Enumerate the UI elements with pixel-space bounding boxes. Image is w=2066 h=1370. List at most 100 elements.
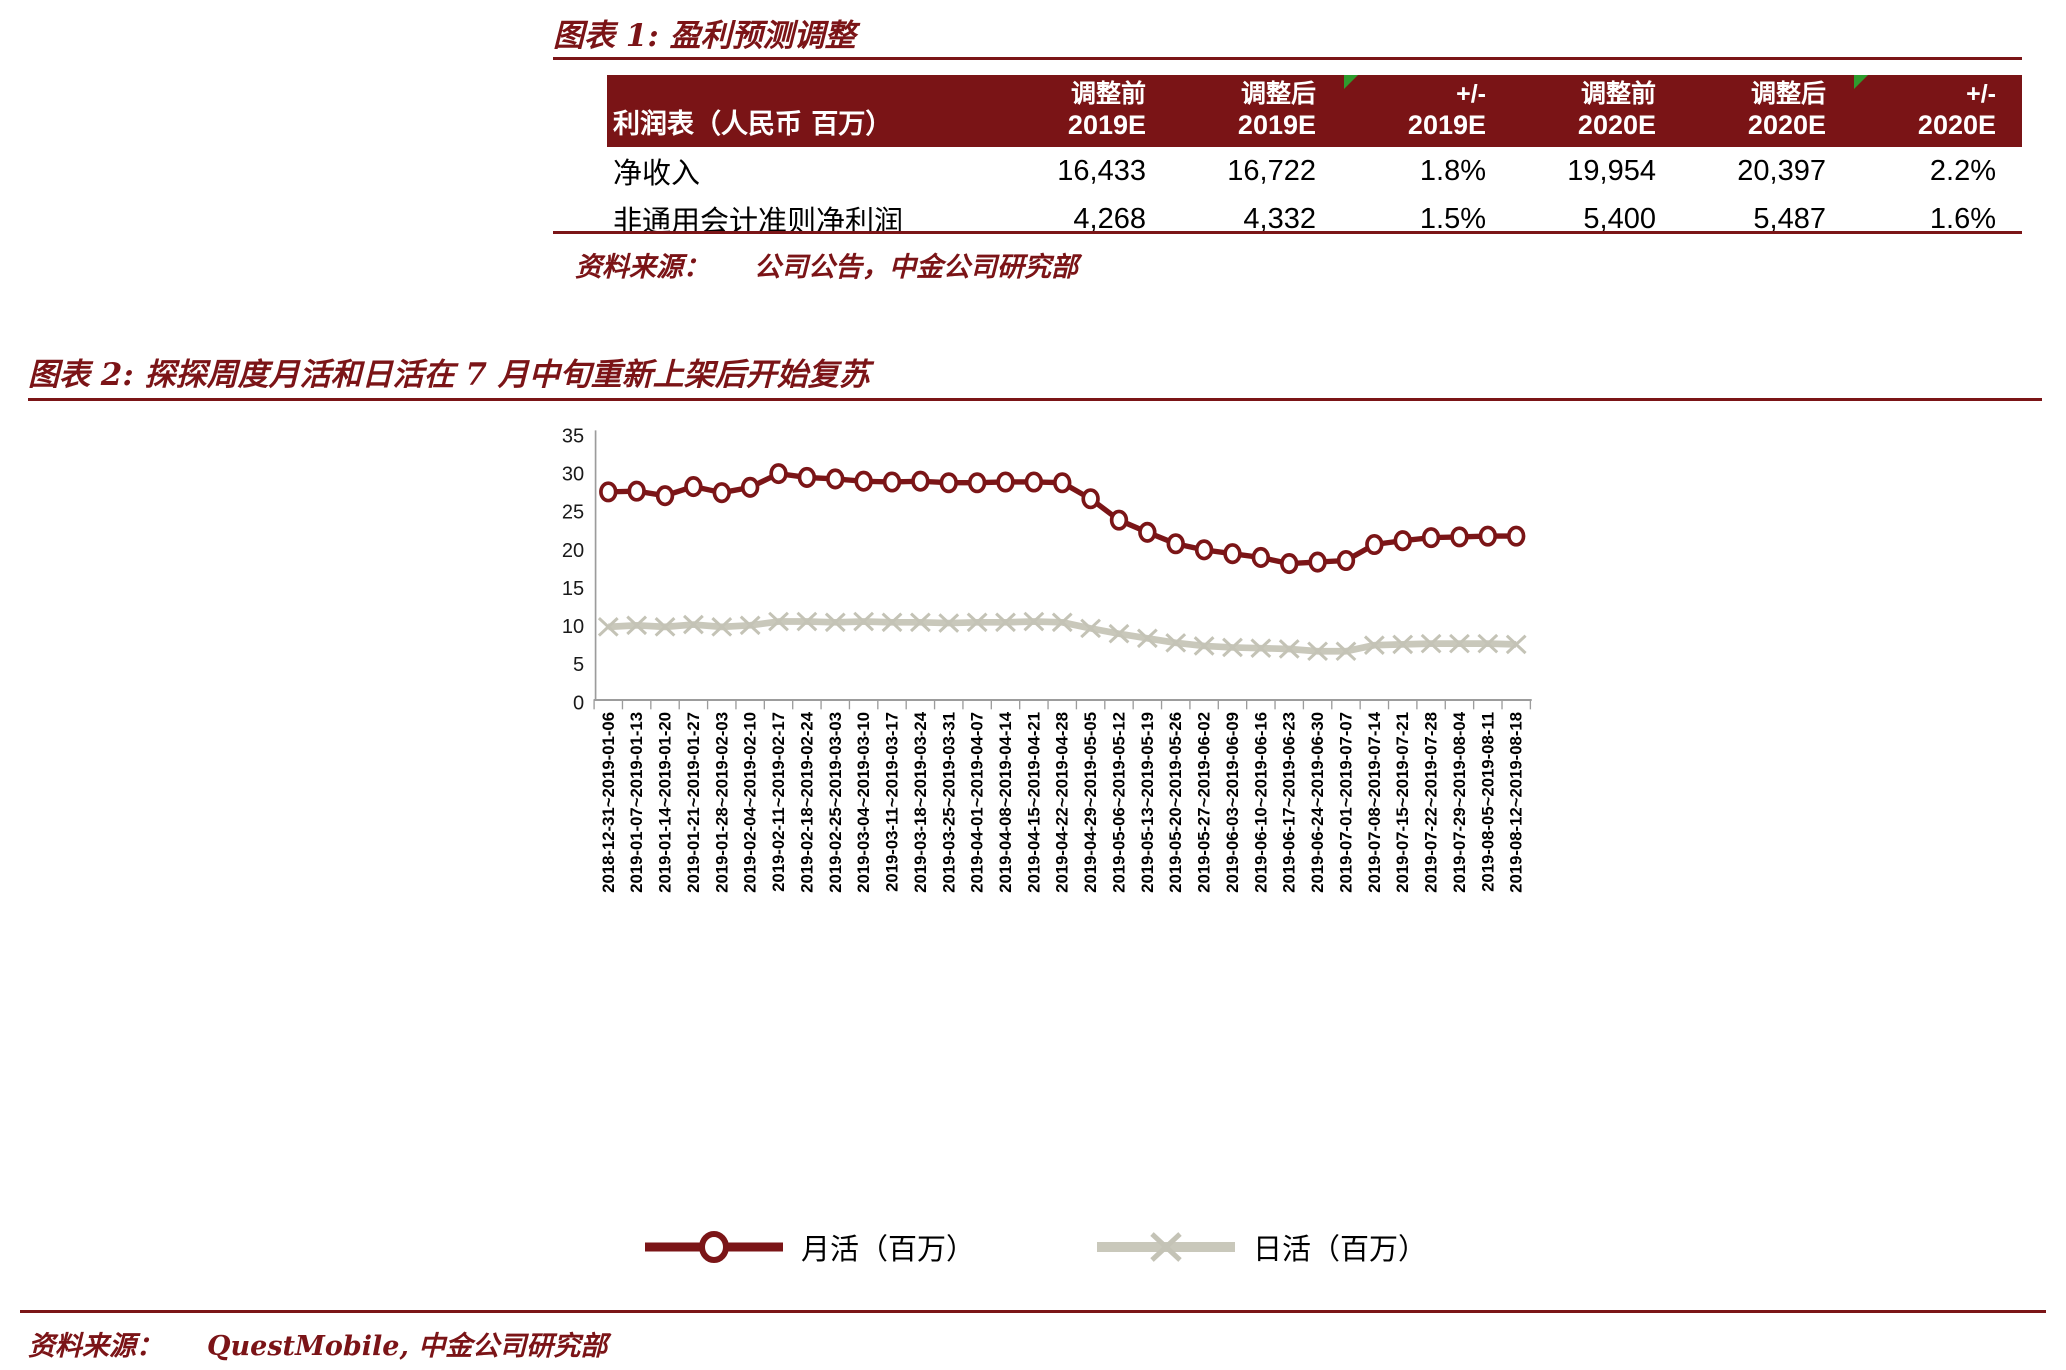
x-axis-label: 2019-04-15~2019-04-21	[1024, 712, 1043, 893]
mau-dau-line-chart: 0 5 10 15 20 25 30 35 2018-12-31~2019-01-06 2019-…	[562, 425, 1532, 893]
x-axis-label: 2019-07-22~2019-07-28	[1422, 712, 1441, 893]
mau-point	[996, 471, 1015, 493]
x-axis-label: 2019-04-01~2019-04-07	[968, 712, 987, 893]
col-header-adj-before-2019: 调整前 2019E	[1002, 75, 1172, 147]
dau-point	[1250, 638, 1272, 659]
mau-point	[1251, 546, 1271, 569]
cell-value: 20,397	[1737, 154, 1826, 187]
x-axis-label: 2019-08-12~2019-08-18	[1507, 712, 1526, 893]
mau-point	[1421, 527, 1441, 549]
y-axis-label: 30	[562, 464, 584, 486]
dau-point	[853, 611, 875, 632]
mau-point	[769, 463, 788, 485]
source-label: 资料来源：	[575, 252, 710, 283]
dau-point	[1165, 633, 1187, 653]
y-axis-label: 15	[562, 578, 584, 600]
mau-series	[599, 463, 1526, 575]
x-axis-label: 2019-08-05~2019-08-11	[1478, 712, 1497, 892]
dau-point	[711, 617, 733, 637]
x-axis-label: 2019-07-08~2019-07-14	[1365, 711, 1384, 893]
x-axis-label: 2019-05-13~2019-05-19	[1138, 712, 1157, 893]
col-header-adj-after-2020: 调整后 2020E	[1682, 75, 1852, 147]
row-label-non-gaap-profit: 非通用会计准则净利润	[613, 204, 904, 238]
dau-point	[1222, 637, 1243, 658]
col-header-change-2020: +/- 2020E	[1852, 75, 2022, 147]
y-axis-label: 20	[562, 540, 584, 562]
dau-point	[1136, 628, 1158, 649]
mau-point	[1365, 533, 1384, 556]
dau-point	[1420, 633, 1442, 654]
mau-legend-swatch-icon	[644, 1231, 783, 1263]
green-flag-icon	[1344, 75, 1358, 89]
figure1-title: 图表 1: 盈利预测调整	[553, 18, 856, 54]
dau-legend-swatch-icon	[1097, 1232, 1235, 1262]
y-axis-labels: 0 5 10 15 20 25 30 35	[562, 425, 584, 714]
dau-point	[1080, 618, 1102, 639]
x-axis-label: 2019-07-15~2019-07-21	[1393, 712, 1412, 893]
cell-value: 1.6%	[1929, 202, 1996, 235]
col-header-adj-after-2019: 调整后 2019E	[1172, 75, 1342, 147]
dau-point	[1051, 612, 1073, 633]
row-label-net-revenue: 净收入	[613, 156, 701, 190]
mau-point	[1138, 521, 1157, 543]
x-axis-label: 2019-04-29~2019-05-05	[1081, 712, 1100, 893]
cell-value: 19,954	[1567, 154, 1656, 187]
cell-value: 1.5%	[1419, 202, 1486, 235]
mau-point	[826, 468, 845, 490]
series-line	[608, 618, 1517, 655]
y-axis-label: 10	[562, 616, 584, 638]
cell-value: 16,722	[1227, 154, 1316, 187]
mau-point	[655, 485, 675, 507]
x-axis-label: 2018-12-31~2019-01-06	[599, 712, 618, 893]
x-axis-label: 2019-04-22~2019-04-28	[1053, 712, 1072, 893]
table-row: 非通用会计准则净利润 4,268 4,332 1.5% 5,400 5,487 …	[607, 195, 2022, 243]
y-axis-label: 5	[573, 654, 584, 676]
dau-point	[1307, 641, 1328, 662]
legend-item-dau: 日活（百万）	[1091, 1226, 1427, 1268]
mau-point	[1024, 471, 1044, 493]
mau-point	[1081, 488, 1100, 510]
dau-point	[824, 612, 846, 633]
x-axis-label: 2019-02-18~2019-02-24	[797, 711, 816, 893]
x-axis-label: 2019-03-04~2019-03-10	[854, 712, 873, 893]
mau-point	[1053, 472, 1072, 494]
mau-point	[939, 472, 958, 494]
mau-point	[1223, 543, 1242, 565]
dau-point	[1278, 639, 1300, 659]
x-axis-label: 2019-02-04~2019-02-10	[741, 712, 760, 893]
mau-point	[797, 466, 817, 488]
x-axis-label: 2019-01-21~2019-01-27	[684, 712, 703, 893]
x-axis-label: 2019-06-10~2019-06-16	[1251, 712, 1270, 893]
x-axis-label: 2019-06-03~2019-06-09	[1223, 712, 1242, 893]
dau-point	[1335, 641, 1357, 662]
dau-point	[1449, 633, 1470, 654]
figure2-title: 图表 2: 探探周度月活和日活在 7 月中旬重新上架后开始复苏	[28, 357, 870, 393]
mau-point	[1478, 525, 1498, 547]
mau-point	[1194, 539, 1214, 561]
x-axis-label: 2019-05-06~2019-05-12	[1109, 712, 1128, 893]
mau-point	[1109, 509, 1129, 531]
chart-legend: 月活（百万） 日活（百万）	[0, 1226, 2066, 1268]
dau-point	[739, 615, 761, 636]
table-row-header: 利润表（人民币 百万）	[607, 75, 1002, 147]
mau-point	[684, 476, 703, 498]
dau-point	[683, 614, 704, 635]
col-header-adj-before-2020: 调整前 2020E	[1512, 75, 1682, 147]
source-text: 公司公告，中金公司研究部	[754, 252, 1078, 283]
dau-point	[995, 612, 1016, 633]
legend-label-mau: 月活（百万）	[800, 1232, 975, 1266]
figure2-source: 资料来源： QuestMobile, 中金公司研究部	[28, 1324, 607, 1363]
dau-point	[597, 617, 619, 637]
table-row: 净收入 16,433 16,722 1.8% 19,954 20,397 2.2…	[607, 147, 2022, 195]
y-axis-label: 35	[562, 425, 584, 447]
cell-value: 1.8%	[1419, 154, 1486, 187]
dau-point	[938, 613, 960, 633]
x-axis-label: 2019-07-29~2019-08-04	[1450, 711, 1469, 893]
x-axis-label: 2019-05-27~2019-06-02	[1195, 712, 1214, 893]
x-axis-label: 2019-01-14~2019-01-20	[656, 712, 675, 893]
dau-point	[626, 615, 648, 636]
dau-point	[1392, 634, 1414, 655]
mau-point	[1166, 533, 1185, 555]
source-label: 资料来源：	[28, 1331, 163, 1362]
col-header-change-2019: +/- 2019E	[1342, 75, 1512, 147]
